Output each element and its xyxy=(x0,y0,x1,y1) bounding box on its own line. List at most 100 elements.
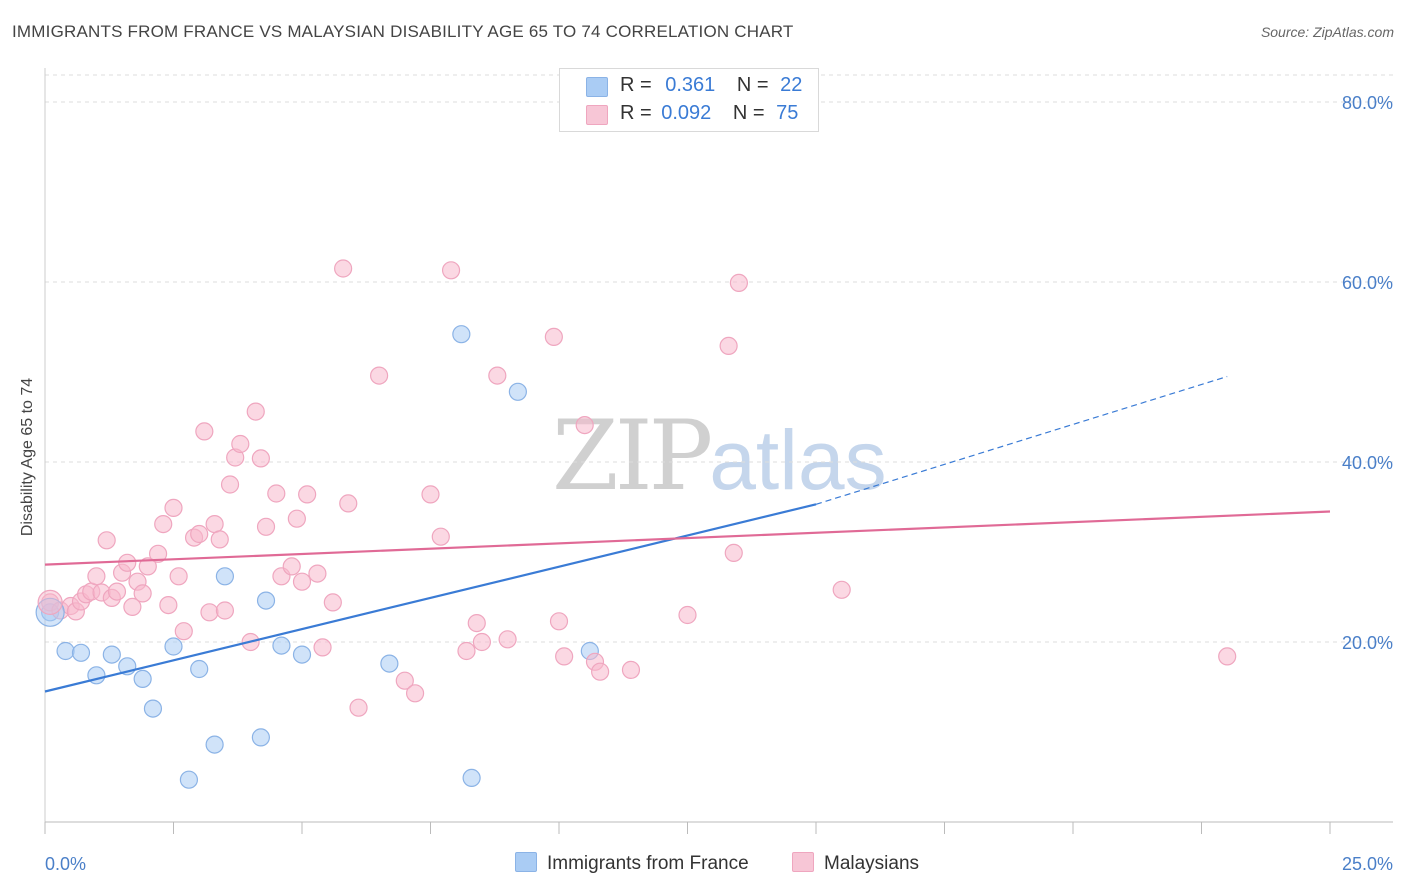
point-malaysian-71 xyxy=(729,273,749,292)
point-malaysian-54 xyxy=(431,527,450,546)
point-malaysian-47 xyxy=(334,259,353,278)
point-france-9 xyxy=(179,770,199,789)
point-france-11 xyxy=(205,735,224,754)
point-malaysian-43 xyxy=(298,485,317,504)
x-tick-label-min: 0.0% xyxy=(45,854,86,874)
bottom-legend-malaysian[interactable]: Malaysians xyxy=(792,852,919,875)
point-malaysian-52 xyxy=(405,684,425,703)
point-france-4 xyxy=(102,645,121,664)
point-malaysian-18 xyxy=(148,544,168,563)
point-france-18 xyxy=(452,325,471,344)
point-france-17 xyxy=(380,654,399,673)
legend-r-label: R = xyxy=(620,102,652,124)
point-malaysian-28 xyxy=(205,514,224,534)
point-malaysian-40 xyxy=(282,557,301,576)
bottom-legend-swatch-malaysian xyxy=(792,852,814,872)
correlation-legend: R = 0.361 N = 22 R = 0.092 N = 75 xyxy=(559,68,819,132)
point-france-19 xyxy=(462,768,481,788)
point-malaysian-48 xyxy=(339,494,358,513)
point-malaysian-67 xyxy=(621,660,641,680)
point-malaysian-37 xyxy=(256,517,276,536)
point-malaysian-29 xyxy=(210,530,229,549)
trendline-malaysian xyxy=(44,510,1331,566)
legend-france-n: 22 xyxy=(780,74,803,96)
point-malaysian-11 xyxy=(107,582,127,601)
point-malaysian-42 xyxy=(292,572,312,591)
point-france-6 xyxy=(133,669,152,689)
bottom-legend-label-malaysian: Malaysians xyxy=(824,853,920,874)
point-malaysian-64 xyxy=(575,416,594,435)
point-malaysian-55 xyxy=(441,261,461,280)
point-malaysian-41 xyxy=(287,509,306,528)
point-france-20 xyxy=(508,382,527,401)
watermark: ZIPatlas xyxy=(552,400,887,512)
y-tick-label-20: 20.0% xyxy=(1342,633,1393,653)
point-malaysian-70 xyxy=(724,543,743,563)
point-france-10 xyxy=(190,659,209,679)
point-france-8 xyxy=(164,637,183,656)
point-malaysian-51 xyxy=(395,671,414,690)
point-malaysian-45 xyxy=(313,638,332,657)
point-malaysian-23 xyxy=(174,622,193,641)
point-malaysian-62 xyxy=(549,612,569,631)
point-france-14 xyxy=(256,591,276,610)
x-tick-label-max: 25.0% xyxy=(1342,854,1393,874)
point-malaysian-73 xyxy=(1218,647,1237,666)
point-malaysian-19 xyxy=(154,514,173,534)
trendline-france-extension xyxy=(815,375,1228,505)
point-malaysian-69 xyxy=(719,336,738,355)
point-malaysian-36 xyxy=(251,449,270,468)
point-malaysian-49 xyxy=(349,698,368,717)
point-malaysian-35 xyxy=(246,402,265,421)
point-malaysian-9 xyxy=(97,531,116,550)
y-tick-label-40: 40.0% xyxy=(1342,453,1393,473)
legend-swatch-malaysian xyxy=(586,105,608,125)
bottom-legend-swatch-france xyxy=(515,852,537,872)
point-malaysian-50 xyxy=(370,366,389,385)
point-france-15 xyxy=(272,636,291,655)
point-malaysian-58 xyxy=(472,632,491,652)
point-malaysian-22 xyxy=(169,567,188,586)
point-malaysian-46 xyxy=(323,593,342,612)
point-malaysian-38 xyxy=(267,484,286,503)
point-malaysian-61 xyxy=(544,327,563,346)
point-malaysian-56 xyxy=(457,641,476,661)
point-malaysian-66 xyxy=(591,662,610,681)
point-malaysian-21 xyxy=(164,498,183,517)
point-malaysian-cluster xyxy=(37,589,63,616)
y-tick-label-80: 80.0% xyxy=(1342,93,1393,113)
point-france-2 xyxy=(71,643,91,662)
point-malaysian-60 xyxy=(498,630,517,649)
source-label: Source: ZipAtlas.com xyxy=(1260,24,1394,40)
point-malaysian-59 xyxy=(488,366,507,385)
legend-france-r: 0.361 xyxy=(665,74,716,96)
point-france-13 xyxy=(251,728,270,747)
point-malaysian-53 xyxy=(421,485,440,504)
point-france-16 xyxy=(292,645,312,664)
point-malaysian-16 xyxy=(133,584,152,603)
point-france-1 xyxy=(56,641,75,661)
point-malaysian-72 xyxy=(832,580,851,599)
legend-n-label: N = xyxy=(732,102,765,124)
point-malaysian-44 xyxy=(308,564,327,583)
legend-n-label: N = xyxy=(736,74,769,96)
point-france-12 xyxy=(215,567,234,586)
point-malaysian-7 xyxy=(87,567,106,586)
point-malaysian-57 xyxy=(467,613,486,633)
legend-swatch-france xyxy=(586,77,608,97)
point-malaysian-27 xyxy=(200,603,219,622)
point-malaysian-14 xyxy=(123,597,142,617)
trendline-france xyxy=(44,503,817,693)
point-malaysian-31 xyxy=(220,475,240,494)
chart-title: IMMIGRANTS FROM FRANCE VS MALAYSIAN DISA… xyxy=(12,22,794,41)
point-malaysian-63 xyxy=(555,647,574,666)
legend-malaysian-n: 75 xyxy=(776,102,799,124)
point-malaysian-33 xyxy=(231,434,250,454)
point-malaysian-30 xyxy=(215,601,234,620)
y-tick-label-60: 60.0% xyxy=(1342,273,1393,293)
point-france-7 xyxy=(143,699,163,718)
bottom-legend-france[interactable]: Immigrants from France xyxy=(515,852,749,875)
legend-r-label: R = xyxy=(620,74,652,96)
legend-malaysian-r: 0.092 xyxy=(661,102,712,124)
bottom-legend-label-france: Immigrants from France xyxy=(547,853,749,874)
